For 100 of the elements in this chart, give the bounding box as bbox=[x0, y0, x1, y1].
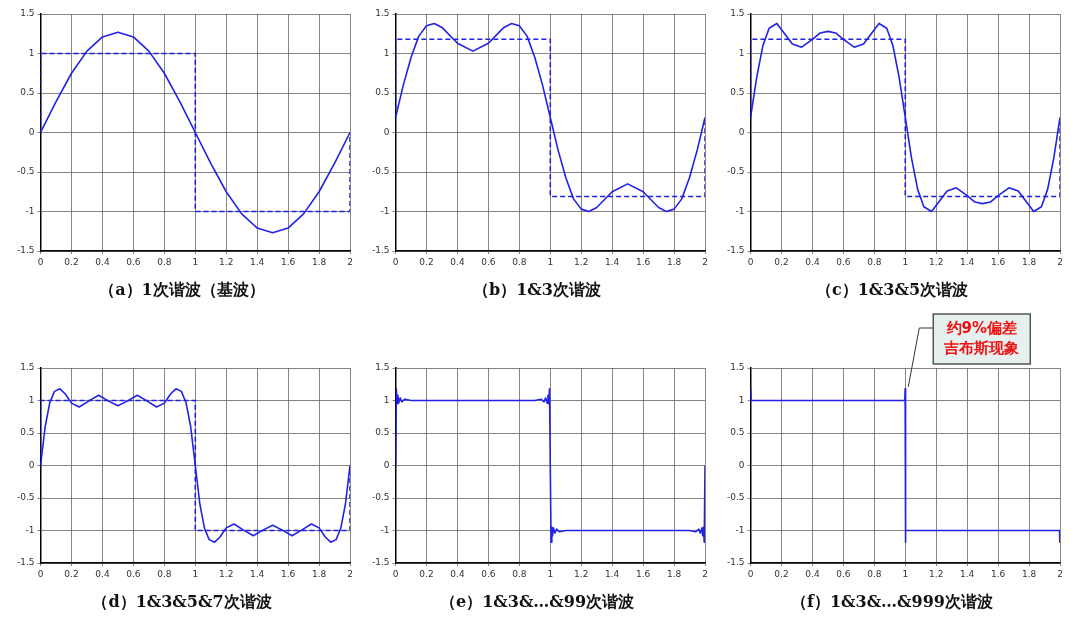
x-tick-label: 1 bbox=[192, 256, 199, 267]
x-tick-label: 0.2 bbox=[774, 568, 789, 579]
text: （f）1&3&…&999次谐波 bbox=[791, 591, 993, 611]
x-tick-label: 1.4 bbox=[960, 568, 975, 579]
y-tick-label: 1 bbox=[738, 47, 745, 58]
y-tick-label: -1 bbox=[735, 205, 745, 216]
y-tick-label: 0 bbox=[28, 126, 35, 137]
x-tick-label: 0.6 bbox=[836, 568, 851, 579]
x-tick-label: 0.4 bbox=[805, 256, 820, 267]
y-tick-label: 1 bbox=[383, 394, 390, 405]
y-tick-label: -1.5 bbox=[372, 245, 390, 256]
y-tick-label: 1.5 bbox=[20, 362, 35, 373]
y-tick-label: -1.5 bbox=[372, 557, 390, 568]
y-tick-label: 1 bbox=[28, 394, 35, 405]
x-tick-label: 0.8 bbox=[157, 568, 172, 579]
x-tick-label: 1.8 bbox=[1021, 256, 1037, 267]
x-tick-label: 0.8 bbox=[512, 568, 527, 579]
x-tick-label: 1.8 bbox=[666, 256, 682, 267]
y-tick-label: -0.5 bbox=[372, 492, 390, 503]
y-tick-label: -1 bbox=[380, 524, 390, 535]
x-tick-label: 1.2 bbox=[929, 568, 944, 579]
x-tick-label: 0.8 bbox=[512, 256, 527, 267]
y-tick-label: 1.5 bbox=[730, 362, 745, 373]
y-tick-label: 1.5 bbox=[20, 8, 35, 19]
x-tick-label: 1 bbox=[547, 568, 554, 579]
x-tick-label: 0 bbox=[37, 256, 44, 267]
x-tick-label: 2 bbox=[347, 568, 353, 579]
text: （a）1次谐波（基波） bbox=[99, 279, 265, 299]
annotation: 约9%偏差吉布斯现象 bbox=[943, 318, 1020, 357]
y-tick-label: 0 bbox=[738, 459, 745, 470]
x-tick-label: 1.8 bbox=[1021, 568, 1037, 579]
y-tick-label: -1.5 bbox=[727, 245, 745, 256]
x-tick-label: 0 bbox=[392, 256, 399, 267]
y-tick-label: -1.5 bbox=[727, 557, 745, 568]
y-tick-label: -1.5 bbox=[17, 557, 35, 568]
y-tick-label: 0.5 bbox=[375, 87, 390, 98]
x-tick-label: 1.6 bbox=[990, 568, 1006, 579]
y-tick-label: 0.5 bbox=[375, 427, 390, 438]
x-tick-label: 1.4 bbox=[960, 256, 975, 267]
x-tick-label: 1 bbox=[902, 568, 909, 579]
x-tick-label: 0.8 bbox=[157, 256, 172, 267]
x-tick-label: 0.4 bbox=[450, 256, 465, 267]
x-tick-label: 0.6 bbox=[126, 568, 141, 579]
x-tick-label: 1.4 bbox=[605, 568, 620, 579]
x-tick-label: 0 bbox=[37, 568, 44, 579]
x-tick-label: 1 bbox=[902, 256, 909, 267]
x-tick-label: 1.4 bbox=[250, 568, 265, 579]
y-tick-label: -1 bbox=[380, 205, 390, 216]
y-tick-label: -0.5 bbox=[727, 492, 745, 503]
x-tick-label: 1.6 bbox=[280, 568, 296, 579]
x-tick-label: 0.2 bbox=[64, 568, 79, 579]
x-tick-label: 1.2 bbox=[574, 568, 589, 579]
x-tick-label: 2 bbox=[702, 256, 708, 267]
x-tick-label: 0 bbox=[747, 256, 754, 267]
x-tick-label: 1.2 bbox=[219, 568, 234, 579]
y-tick-label: -1 bbox=[735, 524, 745, 535]
x-tick-label: 0.2 bbox=[64, 256, 79, 267]
x-tick-label: 1.4 bbox=[250, 256, 265, 267]
y-tick-label: -1 bbox=[25, 524, 35, 535]
x-tick-label: 1 bbox=[547, 256, 554, 267]
x-tick-label: 1.4 bbox=[605, 256, 620, 267]
y-tick-label: -1 bbox=[25, 205, 35, 216]
y-tick-label: 0 bbox=[738, 126, 745, 137]
text: （b）1&3次谐波 bbox=[473, 279, 601, 299]
text: （c）1&3&5次谐波 bbox=[815, 279, 969, 299]
x-tick-label: 1.8 bbox=[666, 568, 682, 579]
x-tick-label: 1.2 bbox=[929, 256, 944, 267]
x-tick-label: 0.6 bbox=[481, 568, 496, 579]
x-tick-label: 1.2 bbox=[219, 256, 234, 267]
x-tick-label: 0.2 bbox=[419, 256, 434, 267]
x-tick-label: 0.6 bbox=[481, 256, 496, 267]
x-tick-label: 0.4 bbox=[95, 256, 110, 267]
x-tick-label: 2 bbox=[1057, 568, 1063, 579]
x-tick-label: 0.2 bbox=[419, 568, 434, 579]
x-tick-label: 0.8 bbox=[867, 568, 882, 579]
y-tick-label: 0 bbox=[383, 126, 390, 137]
y-tick-label: -0.5 bbox=[17, 166, 35, 177]
x-tick-label: 0.6 bbox=[126, 256, 141, 267]
x-tick-label: 0.4 bbox=[95, 568, 110, 579]
x-tick-label: 0 bbox=[392, 568, 399, 579]
x-tick-label: 0 bbox=[747, 568, 754, 579]
x-tick-label: 1.2 bbox=[574, 256, 589, 267]
x-tick-label: 1.6 bbox=[280, 256, 296, 267]
y-tick-label: 1.5 bbox=[375, 8, 390, 19]
y-tick-label: -0.5 bbox=[17, 492, 35, 503]
y-tick-label: 1 bbox=[28, 47, 35, 58]
text: （d）1&3&5&7次谐波 bbox=[92, 591, 272, 611]
text: （e）1&3&…&99次谐波 bbox=[439, 591, 635, 611]
x-tick-label: 1.8 bbox=[311, 568, 327, 579]
x-tick-label: 0.8 bbox=[867, 256, 882, 267]
y-tick-label: 1 bbox=[738, 394, 745, 405]
x-tick-label: 1.6 bbox=[635, 568, 651, 579]
x-tick-label: 1 bbox=[192, 568, 199, 579]
y-tick-label: 1 bbox=[383, 47, 390, 58]
y-tick-label: 0.5 bbox=[730, 427, 745, 438]
x-tick-label: 0.6 bbox=[836, 256, 851, 267]
y-tick-label: 0.5 bbox=[20, 87, 35, 98]
x-tick-label: 2 bbox=[1057, 256, 1063, 267]
y-tick-label: 0.5 bbox=[730, 87, 745, 98]
x-tick-label: 0.4 bbox=[805, 568, 820, 579]
